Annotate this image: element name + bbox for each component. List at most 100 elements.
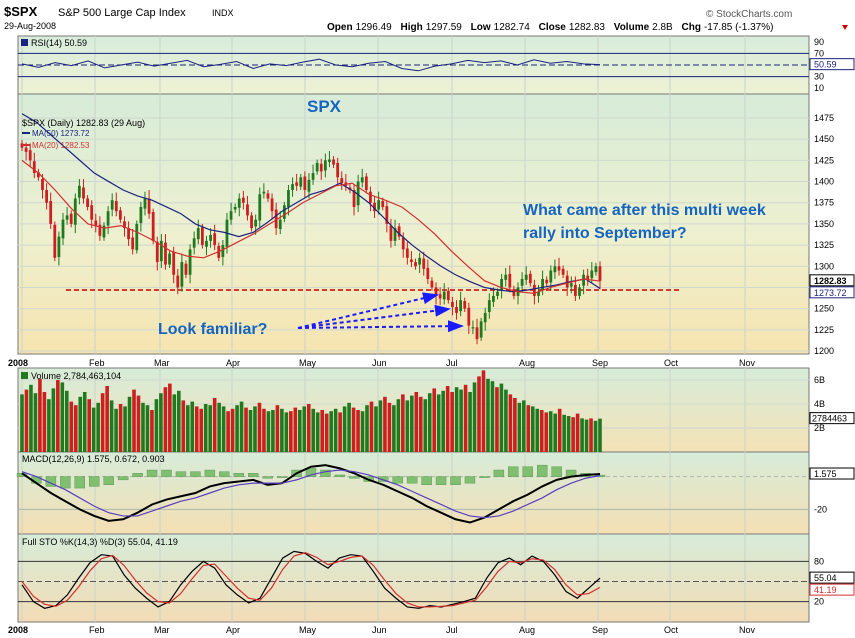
volume-bar xyxy=(257,402,262,452)
sto-tick-label: 20 xyxy=(814,597,824,607)
volume-bar xyxy=(387,402,392,452)
candle-body xyxy=(311,173,315,180)
volume-bar xyxy=(468,392,472,452)
month-label-bottom: Oct xyxy=(664,625,679,635)
candle-body xyxy=(110,200,114,210)
price-tick-label: 1425 xyxy=(814,155,834,165)
candle-body xyxy=(356,181,360,206)
candle-body xyxy=(549,270,553,283)
volume-bar xyxy=(118,404,123,452)
volume-bar xyxy=(589,418,593,452)
candle-body xyxy=(315,162,319,172)
candle-body xyxy=(164,242,167,265)
spx-annotation: SPX xyxy=(307,97,342,116)
volume-bar xyxy=(593,420,598,452)
volume-plot xyxy=(20,370,602,452)
price-tick-label: 1300 xyxy=(814,261,834,271)
candle-body xyxy=(594,266,598,273)
candle-body xyxy=(274,209,278,229)
candle-body xyxy=(184,263,188,275)
volume-bar xyxy=(163,387,168,452)
price-last-value: 1282.83 xyxy=(814,276,847,286)
macd-histogram-bar xyxy=(117,476,129,481)
macd-histogram-bar xyxy=(161,469,172,477)
macd-panel xyxy=(17,451,810,535)
volume-bar xyxy=(185,405,190,452)
svg-text:$SPX (Daily) 1282.83 (29 Aug): $SPX (Daily) 1282.83 (29 Aug) xyxy=(22,118,145,128)
candle-body xyxy=(147,198,151,214)
volume-bar xyxy=(351,407,356,452)
volume-bar xyxy=(262,408,266,452)
volume-bar xyxy=(132,389,136,452)
question-line-1: What came after this multi week xyxy=(523,202,766,219)
volume-bar xyxy=(221,406,226,452)
candle-body xyxy=(512,289,516,296)
candle-body xyxy=(528,273,532,284)
volume-tick-label: 6B xyxy=(814,375,825,385)
candle-body xyxy=(94,220,98,226)
candle-body xyxy=(155,241,159,263)
stockcharts-brand[interactable]: © StockCharts.com xyxy=(706,9,792,20)
volume-bar xyxy=(297,410,302,452)
volume-bar xyxy=(271,410,275,452)
macd-histogram-bar xyxy=(551,466,562,477)
ma50-last-value: 1273.72 xyxy=(814,288,847,298)
volume-bar xyxy=(383,396,387,452)
volume-bar xyxy=(360,411,365,452)
macd-histogram-bar xyxy=(89,476,100,487)
volume-bar xyxy=(517,402,522,452)
macd-histogram-bar xyxy=(146,469,158,477)
volume-bar xyxy=(212,398,217,452)
candle-body xyxy=(159,240,163,262)
macd-signal-line xyxy=(21,469,601,519)
ma50-line xyxy=(21,113,601,293)
candle-body xyxy=(205,240,208,247)
macd-histogram-bar xyxy=(334,474,346,477)
volume-bar xyxy=(459,389,463,452)
candle-body xyxy=(57,236,61,257)
macd-histogram-bar xyxy=(103,476,114,486)
candle-body xyxy=(479,321,483,338)
price-tick-label: 1225 xyxy=(814,325,834,335)
rsi-tick-label: 10 xyxy=(814,83,824,93)
volume-bar xyxy=(544,412,549,452)
candle-body xyxy=(569,283,573,287)
rsi-tick-label: 90 xyxy=(814,37,824,47)
candle-body xyxy=(328,159,331,163)
question-line-2: rally into September? xyxy=(523,225,687,242)
volume-bar xyxy=(445,386,450,452)
sto-d-line xyxy=(21,552,601,608)
volume-bar xyxy=(91,407,96,452)
candle-body xyxy=(545,279,549,284)
volume-bar xyxy=(548,411,553,452)
volume-bar xyxy=(423,399,428,452)
candle-body xyxy=(377,200,381,210)
macd-histogram-bar xyxy=(190,471,201,477)
volume-bar xyxy=(557,408,562,452)
candle-body xyxy=(295,182,299,186)
chart-date: 29-Aug-2008 xyxy=(4,21,56,31)
volume-bar xyxy=(535,408,540,452)
volume-bar xyxy=(145,405,150,452)
macd-last-value-box xyxy=(809,467,855,480)
month-label: May xyxy=(299,358,317,368)
candle-body xyxy=(340,178,344,184)
volume-bar xyxy=(190,401,195,452)
candle-body xyxy=(151,212,155,241)
price-tick-label: 1450 xyxy=(814,134,834,144)
candle-body xyxy=(299,177,303,187)
volume-bar xyxy=(244,407,248,452)
volume-bar xyxy=(315,412,320,452)
sto-k-last-value: 55.04 xyxy=(814,573,837,583)
volume-bar xyxy=(320,410,325,452)
volume-bar xyxy=(333,408,338,452)
candle-body xyxy=(250,215,253,229)
volume-bar xyxy=(141,402,145,452)
macd-histogram-bar xyxy=(378,476,389,482)
macd-histogram-bar xyxy=(204,469,216,477)
candle-body xyxy=(520,278,524,286)
month-label-bottom: Nov xyxy=(739,625,756,635)
candle-body xyxy=(82,187,85,199)
volume-bar xyxy=(539,410,544,452)
month-label: Jun xyxy=(372,358,387,368)
